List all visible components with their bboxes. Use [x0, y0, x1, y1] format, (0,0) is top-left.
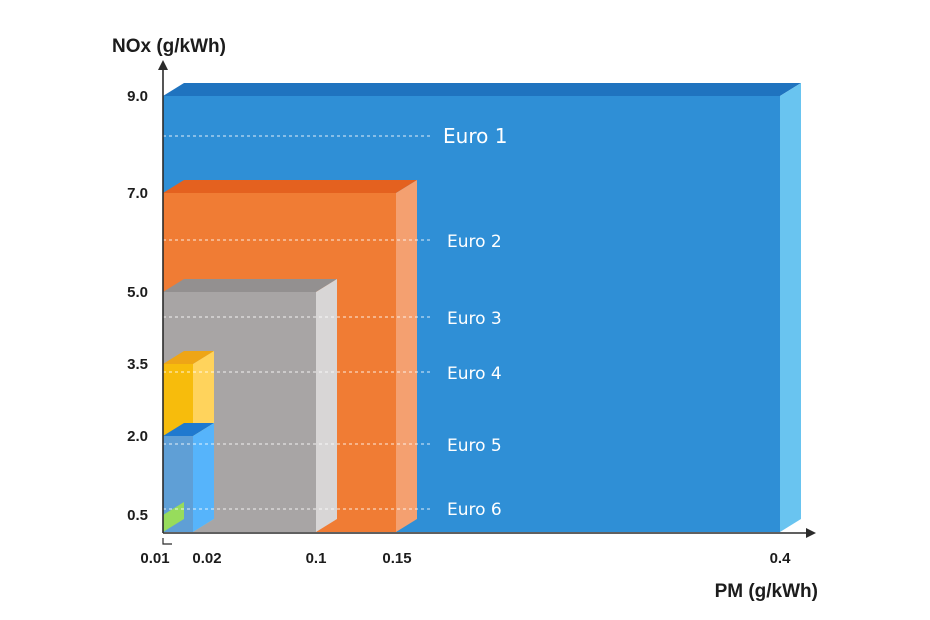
- block-top-euro-3: [163, 279, 337, 292]
- x-tick-0-15: 0.15: [382, 550, 411, 567]
- y-tick-5-0: 5.0: [127, 284, 148, 301]
- x-axis-arrow: [806, 528, 816, 538]
- x-tick-0-4: 0.4: [770, 550, 792, 567]
- region-labels: Euro 1 Euro 2 Euro 3 Euro 4 Euro 5 Euro 6: [443, 124, 507, 520]
- block-top-euro-5: [163, 423, 214, 436]
- region-blocks: [163, 83, 801, 532]
- label-euro-1: Euro 1: [443, 124, 507, 148]
- y-tick-9-0: 9.0: [127, 88, 148, 105]
- x-tick-labels: 0.01 0.02 0.1 0.15 0.4: [140, 550, 791, 567]
- x-tick-0-02: 0.02: [192, 550, 221, 567]
- label-euro-6: Euro 6: [447, 500, 502, 520]
- y-tick-7-0: 7.0: [127, 185, 148, 202]
- block-top-euro-2: [163, 180, 417, 193]
- block-side-euro-5: [193, 423, 214, 532]
- block-top-euro-4: [163, 351, 214, 364]
- y-tick-3-5: 3.5: [127, 356, 148, 373]
- y-axis-title: NOx (g/kWh): [112, 36, 226, 57]
- block-side-euro-1: [780, 83, 801, 532]
- block-side-euro-2: [396, 180, 417, 532]
- block-side-euro-3: [316, 279, 337, 532]
- block-euro-6: [163, 502, 184, 532]
- block-top-euro-1: [163, 83, 801, 96]
- x-origin-bracket: [162, 538, 172, 545]
- x-tick-0-1: 0.1: [306, 550, 327, 567]
- block-euro-5: [163, 423, 214, 532]
- label-euro-3: Euro 3: [447, 309, 502, 329]
- x-axis-title: PM (g/kWh): [715, 581, 818, 602]
- label-euro-2: Euro 2: [447, 232, 502, 252]
- x-tick-0-01: 0.01: [140, 550, 169, 567]
- y-axis-arrow: [158, 60, 168, 70]
- label-euro-4: Euro 4: [447, 364, 502, 384]
- y-tick-2-0: 2.0: [127, 428, 148, 445]
- label-euro-5: Euro 5: [447, 436, 502, 456]
- y-tick-labels: 0.5 2.0 3.5 5.0 7.0 9.0: [127, 88, 148, 524]
- block-side-euro-6: [163, 502, 184, 532]
- y-tick-0-5: 0.5: [127, 507, 148, 524]
- label-guide-lines: [163, 135, 433, 510]
- axes: [158, 60, 816, 545]
